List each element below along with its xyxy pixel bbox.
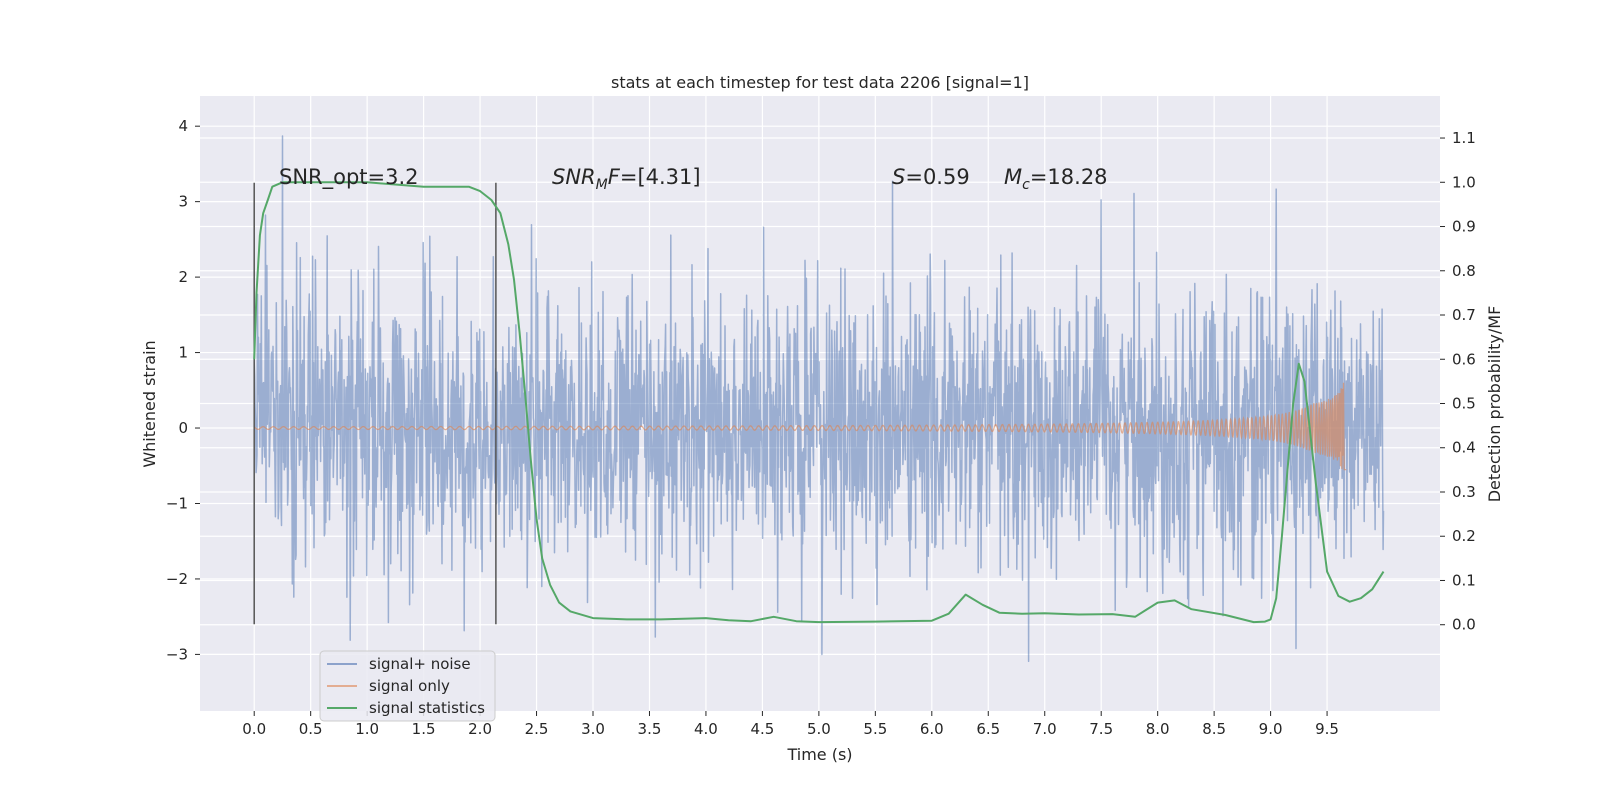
y-tick-label: −1: [166, 494, 188, 512]
y-tick-label: 2: [178, 268, 188, 286]
signal-plus-noise-series: [253, 135, 1385, 663]
x-tick-label: 1.5: [412, 720, 436, 738]
right-y-tick-label: 0.9: [1452, 218, 1476, 236]
right-y-tick-label: 1.0: [1452, 173, 1476, 191]
x-tick-label: 3.0: [581, 720, 605, 738]
x-tick-label: 5.5: [863, 720, 887, 738]
signal-statistics-series: [253, 181, 1385, 624]
right-y-tick-label: 0.5: [1452, 395, 1476, 413]
annotation-snr-opt: SNR_opt=3.2: [279, 165, 419, 190]
x-tick-label: 4.5: [750, 720, 774, 738]
right-y-tick-label: 0.8: [1452, 262, 1476, 280]
signal-statistics-line: [253, 181, 1385, 624]
y-tick-label: −2: [166, 570, 188, 588]
y-axis-label: Whitened strain: [140, 340, 159, 467]
y-tick-label: 4: [178, 117, 188, 135]
y-tick-label: 3: [178, 193, 188, 211]
x-tick-label: 0.0: [242, 720, 266, 738]
right-y-tick-label: 0.2: [1452, 527, 1476, 545]
legend: signal+ noise signal only signal statist…: [319, 650, 496, 722]
y-tick-label: −3: [166, 645, 188, 663]
chart-title: stats at each timestep for test data 220…: [611, 73, 1029, 92]
annotation-chirp-mass-value: =18.28: [1030, 165, 1108, 189]
right-y-tick-label: 0.3: [1452, 483, 1476, 501]
signal-only-series: [253, 382, 1347, 471]
legend-label-signal-statistics: signal statistics: [369, 699, 485, 717]
annotation-stat-s-value: =0.59: [905, 165, 969, 189]
annotation-chirp-mass: Mc=18.28: [1004, 165, 1108, 193]
x-tick-labels: 0.0 0.5 1.0 1.5 2.0 2.5 3.0 3.5 4.0 4.5 5.0 5.5 6.0 6…: [242, 711, 1339, 738]
annotation-stat-s: S=0.59: [892, 165, 970, 189]
right-y-tick-label: 0.1: [1452, 571, 1476, 589]
y-tick-label: 0: [178, 419, 188, 437]
x-tick-label: 5.0: [807, 720, 831, 738]
signal-plus-noise-line: [253, 135, 1385, 663]
right-y-tick-label: 0.6: [1452, 350, 1476, 368]
x-tick-label: 9.5: [1315, 720, 1339, 738]
legend-label-signal-only: signal only: [369, 677, 450, 695]
right-y-tick-labels: 1.1 1.0 0.9 0.8 0.7 0.6 0.5 0.4 0.3 0.2 0.1 0.0: [1440, 129, 1476, 634]
x-axis-label: Time (s): [786, 745, 852, 764]
x-tick-label: 7.0: [1033, 720, 1057, 738]
right-y-tick-label: 0.4: [1452, 439, 1476, 457]
annotation-snr-mf-value: [4.31]: [637, 165, 700, 189]
right-y-tick-label: 1.1: [1452, 129, 1476, 147]
signal-only-line: [253, 382, 1347, 471]
x-tick-label: 6.5: [976, 720, 1000, 738]
annotation-snr-mf: SNRMF=[4.31]: [552, 165, 701, 193]
x-tick-label: 2.0: [468, 720, 492, 738]
y-tick-label: 1: [178, 344, 188, 362]
x-tick-label: 8.5: [1202, 720, 1226, 738]
x-tick-label: 1.0: [355, 720, 379, 738]
x-tick-label: 9.0: [1259, 720, 1283, 738]
vertical-markers: [253, 182, 497, 625]
legend-box: [319, 650, 496, 722]
x-tick-label: 3.5: [638, 720, 662, 738]
x-tick-label: 7.5: [1089, 720, 1113, 738]
x-tick-label: 2.5: [525, 720, 549, 738]
x-tick-label: 4.0: [694, 720, 718, 738]
x-tick-label: 0.5: [299, 720, 323, 738]
right-y-axis-label: Detection probability/MF: [1485, 306, 1504, 503]
legend-label-signal-noise: signal+ noise: [369, 655, 471, 673]
x-tick-label: 8.0: [1146, 720, 1170, 738]
right-y-tick-label: 0.0: [1452, 616, 1476, 634]
right-y-tick-label: 0.7: [1452, 306, 1476, 324]
x-tick-label: 6.0: [920, 720, 944, 738]
y-tick-labels: 4 3 2 1 0 −1 −2 −3: [166, 117, 200, 663]
